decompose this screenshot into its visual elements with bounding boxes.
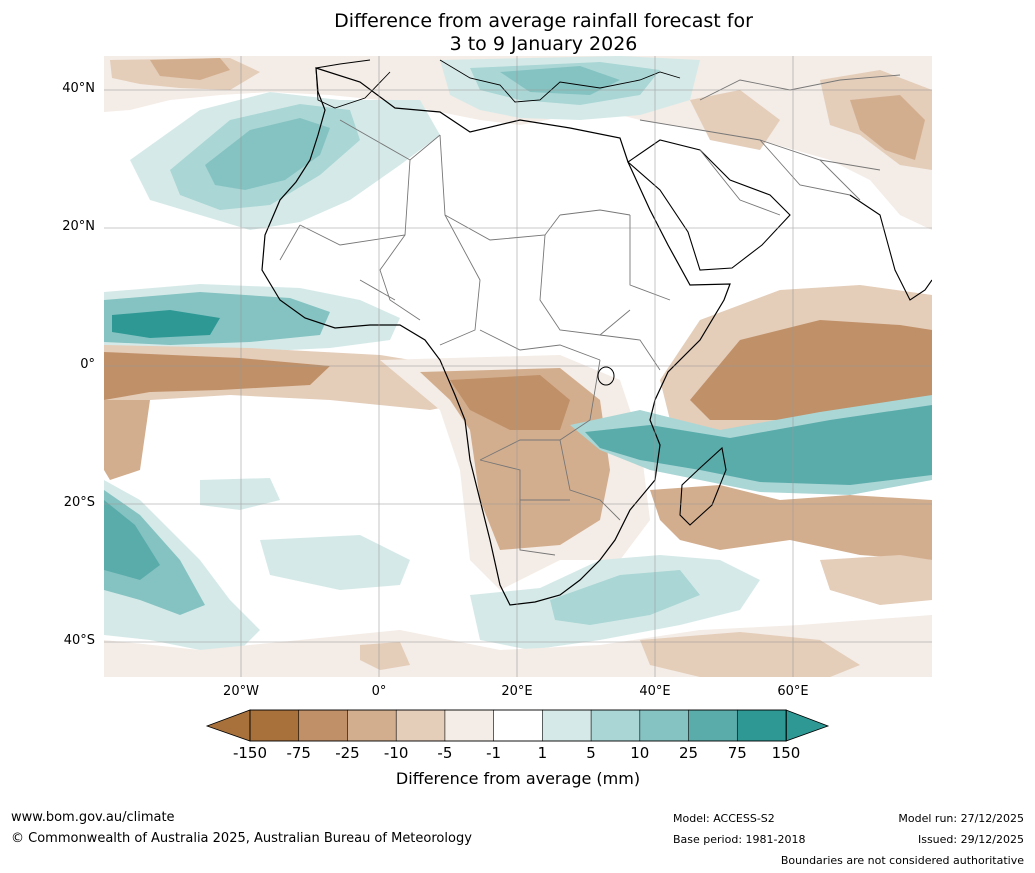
colorbar-tick-label: 5 xyxy=(586,744,596,762)
lat-label-40s: 40°S xyxy=(63,633,95,648)
arabia-coastline xyxy=(627,139,791,271)
anomaly-region-south-atlantic-wet-core xyxy=(104,500,160,580)
colorbar-cell xyxy=(395,709,446,742)
footer-model: Model: ACCESS-S2 xyxy=(673,812,775,825)
colorbar-cell xyxy=(736,709,787,742)
lat-label-0: 0° xyxy=(80,357,95,372)
colorbar-cell xyxy=(590,709,641,742)
colorbar-cell xyxy=(347,709,397,742)
colorbar-low-extension xyxy=(205,709,251,742)
colorbar-cell xyxy=(249,709,300,742)
colorbar-cell xyxy=(493,709,544,742)
footer-base-period: Base period: 1981-2018 xyxy=(673,833,806,846)
colorbar-tick-label: -1 xyxy=(486,744,502,762)
anomaly-region-atlantic-north-wet-core xyxy=(205,118,330,190)
map-gridlines xyxy=(104,56,932,677)
anomaly-region-indian-ocean-dry-core xyxy=(690,320,932,420)
lat-label-40n: 40°N xyxy=(62,81,95,96)
colorbar-cell xyxy=(298,709,349,742)
anomaly-region-south-atlantic-wet-3 xyxy=(260,535,410,590)
lon-label-20e: 20°E xyxy=(501,684,533,699)
colorbar-frame xyxy=(249,709,787,742)
madagascar-coastline xyxy=(679,446,727,526)
anomaly-region-southern-africa-dry-core xyxy=(450,375,570,430)
colorbar-tick-label: 75 xyxy=(727,744,747,762)
anomaly-region-indian-ocean-wet-mid xyxy=(585,405,932,485)
anomaly-region-north-dry-2 xyxy=(150,58,230,80)
colorbar-label: Difference from average (mm) xyxy=(395,769,641,788)
lon-label-0: 0° xyxy=(371,684,387,699)
colorbar-cell xyxy=(444,709,495,742)
footer-model-run: Model run: 27/12/2025 xyxy=(898,812,1024,825)
anomaly-region-med-wet-core xyxy=(500,66,620,95)
lon-label-40e: 40°E xyxy=(639,684,671,699)
india-coastline xyxy=(849,194,932,301)
colorbar-tick-label: -5 xyxy=(437,744,453,762)
anomaly-region-east-dry-core xyxy=(850,95,925,160)
anomaly-region-west-dry xyxy=(104,400,150,480)
colorbar-tick-label: 150 xyxy=(771,744,801,762)
anomaly-region-south-dry-2 xyxy=(360,642,410,670)
anomaly-region-equatorial-wet-core xyxy=(112,310,220,338)
colorbar-high-extension xyxy=(785,709,830,742)
lon-label-20w: 20°W xyxy=(223,684,259,699)
iberia-coastline xyxy=(315,67,391,109)
colorbar-tick-label: 25 xyxy=(678,744,699,762)
lat-label-20s: 20°S xyxy=(63,495,95,510)
anomaly-region-east-dry-2 xyxy=(820,555,932,605)
anomaly-region-south-africa-wet-mid xyxy=(550,570,700,625)
colorbar-tick-label: 10 xyxy=(630,744,650,762)
europe-coastline xyxy=(315,59,681,103)
colorbar-tick-label: -150 xyxy=(232,744,268,762)
footer-copyright: © Commonwealth of Australia 2025, Austra… xyxy=(11,831,472,846)
footer-disclaimer: Boundaries are not considered authoritat… xyxy=(780,854,1024,867)
anomaly-region-guinea-dry-core xyxy=(104,352,330,400)
map-title-line-2: 3 to 9 January 2026 xyxy=(449,33,638,55)
colorbar-cell xyxy=(639,709,690,742)
anomaly-region-south-dry-mid xyxy=(640,632,860,677)
colorbar-tick-label: -25 xyxy=(335,744,360,762)
country-borders xyxy=(279,74,901,556)
colorbar-tick-label: -75 xyxy=(286,744,311,762)
lake-victoria xyxy=(597,366,615,386)
lon-label-60e: 60°E xyxy=(777,684,809,699)
anomaly-region-south-atlantic-wet-2 xyxy=(200,478,280,510)
colorbar xyxy=(205,709,830,742)
map-title-line-1: Difference from average rainfall forecas… xyxy=(334,10,753,32)
anomaly-region-mideast-dry xyxy=(690,90,780,150)
colorbar-cell xyxy=(688,709,739,742)
colorbar-tick-label: 1 xyxy=(537,744,548,762)
colorbar-tick-label: -10 xyxy=(383,744,409,762)
colorbar-cell xyxy=(542,709,592,742)
footer-issued: Issued: 29/12/2025 xyxy=(917,833,1024,846)
footer-website-link[interactable]: www.bom.gov.au/climate xyxy=(11,810,175,825)
lat-label-20n: 20°N xyxy=(62,219,95,234)
